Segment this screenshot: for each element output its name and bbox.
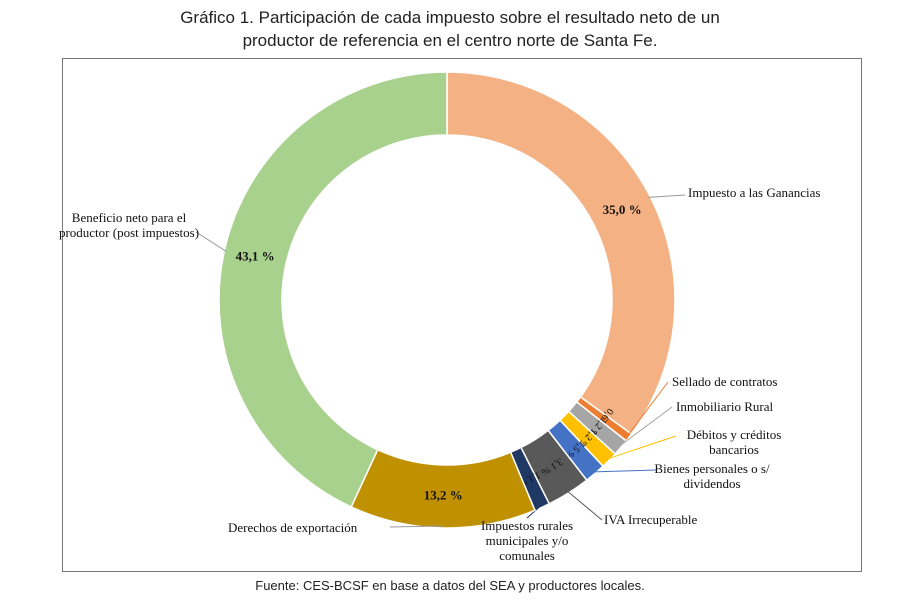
- leader-line: [619, 406, 673, 447]
- category-label: Impuestos rurales municipales y/o comuna…: [480, 518, 574, 563]
- leader-line: [593, 469, 657, 473]
- leader-line: [195, 231, 227, 252]
- leader-line: [607, 435, 677, 460]
- category-label: Derechos de exportación: [228, 520, 358, 535]
- category-label: Inmobiliario Rural: [676, 399, 774, 414]
- donut-slice: [218, 71, 448, 508]
- leader-line: [626, 381, 669, 437]
- value-label: 43,1 %: [236, 249, 275, 264]
- leader-line: [389, 525, 443, 528]
- category-label: Impuesto a las Ganancias: [688, 185, 821, 200]
- leader-line: [567, 490, 603, 521]
- category-label: Bienes personales o s/ dividendos: [654, 461, 770, 491]
- source-note: Fuente: CES-BCSF en base a datos del SEA…: [255, 578, 645, 593]
- value-label: 13,2 %: [424, 487, 463, 502]
- category-label: Sellado de contratos: [672, 374, 778, 389]
- category-label: IVA Irrecuperable: [604, 512, 698, 527]
- chart-title: Gráfico 1. Participación de cada impuest…: [180, 8, 720, 50]
- donut-slice: [446, 71, 676, 436]
- leader-line: [526, 505, 542, 519]
- value-label: 35,0 %: [603, 202, 642, 217]
- category-label: Beneficio neto para el productor (post i…: [58, 210, 200, 240]
- leader-line: [648, 194, 686, 198]
- category-label: Débitos y créditos bancarios: [686, 427, 782, 457]
- chart-frame: [62, 58, 862, 572]
